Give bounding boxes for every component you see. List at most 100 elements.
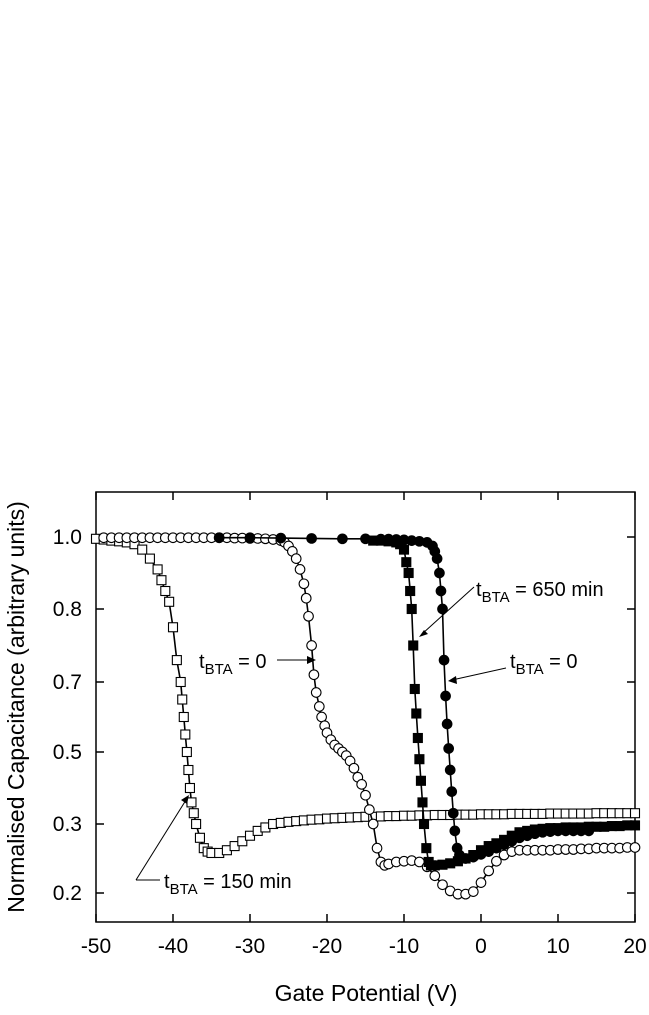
data-point [629, 820, 641, 831]
data-point [275, 532, 287, 544]
data-point [405, 585, 416, 597]
y-tick-label: 0.2 [53, 882, 82, 905]
data-point [398, 544, 410, 555]
data-point [360, 789, 371, 801]
data-point [294, 564, 306, 575]
data-point [446, 786, 458, 797]
x-axis-title: Gate Potential (V) [275, 980, 458, 1006]
arrowhead-tbta-150 [181, 795, 189, 804]
data-point [306, 640, 317, 651]
data-point [437, 879, 448, 891]
data-point [438, 654, 450, 666]
arrow-tbta-0-right [451, 667, 507, 681]
data-point [475, 877, 487, 889]
data-point [237, 836, 248, 847]
annotation-tbta-150: tBTA = 150 min [164, 871, 292, 898]
y-axis-title: Normalised Capacitance (arbitrary units) [3, 501, 29, 913]
arrowhead-tbta-0-right [448, 676, 457, 684]
data-point [348, 762, 360, 774]
y-tick-label: 0.5 [53, 741, 82, 764]
data-point [629, 808, 641, 819]
data-point [181, 746, 192, 758]
data-point [444, 764, 456, 776]
data-point [144, 553, 155, 564]
x-tick-label: -20 [312, 935, 342, 958]
data-point [156, 575, 167, 586]
data-point [356, 779, 368, 790]
data-point [491, 855, 502, 867]
data-point [310, 687, 322, 698]
y-tick-label: 0.7 [53, 671, 82, 694]
arrow-tbta-150-b [135, 799, 187, 881]
data-point [411, 708, 422, 719]
data-point [171, 655, 182, 666]
data-point [178, 711, 189, 723]
arrow-tbta-650 [421, 586, 475, 635]
annotation-layer: tBTA = 650 min tBTA = 0 tBTA = 0 tBTA = … [135, 579, 604, 898]
y-tick-label: 1.0 [53, 526, 82, 549]
data-point [183, 764, 194, 776]
data-point [443, 743, 455, 754]
x-tick-label: -50 [81, 935, 111, 958]
data-point [409, 683, 420, 695]
data-point [483, 865, 495, 877]
series-open-circle [98, 532, 641, 900]
data-point [629, 842, 641, 853]
data-point [194, 832, 205, 843]
data-point [371, 842, 383, 854]
data-point [303, 610, 314, 622]
data-point [244, 532, 256, 544]
series-layer [90, 532, 641, 900]
data-point [401, 557, 412, 568]
arrowhead-tbta-0-left [307, 656, 316, 664]
y-tick-label: 0.3 [53, 813, 82, 836]
data-point [408, 640, 419, 651]
data-point [300, 592, 312, 604]
data-point [406, 603, 417, 615]
data-point [364, 804, 375, 815]
data-point [137, 544, 148, 555]
data-point [167, 622, 179, 633]
data-point [164, 596, 175, 607]
data-point [175, 676, 186, 688]
data-point [403, 567, 414, 579]
data-point [306, 533, 317, 544]
data-point [429, 870, 441, 882]
data-point [298, 578, 310, 590]
plot-frame [95, 491, 636, 923]
data-point [447, 807, 459, 819]
data-point [290, 553, 302, 564]
data-point [415, 775, 426, 786]
data-point [418, 818, 430, 830]
x-tick-label: 10 [546, 935, 569, 958]
x-tick-label: 20 [623, 935, 646, 958]
axes: -50 -40 -30 -20 -10 0 10 20 1.0 0.8 0.7 0.5 0.3 0.2 [53, 492, 647, 958]
data-point [184, 782, 195, 794]
y-tick-label: 0.8 [53, 598, 82, 621]
data-point [437, 603, 448, 615]
data-point [367, 818, 379, 830]
data-point [308, 669, 320, 681]
data-point [435, 585, 447, 597]
data-point [414, 754, 425, 765]
data-point [417, 797, 428, 808]
data-point [431, 553, 443, 564]
data-point [421, 843, 432, 854]
data-point [191, 818, 202, 830]
data-point [583, 825, 595, 837]
series-open-square [90, 533, 641, 859]
annotation-tbta-0-right: tBTA = 0 [510, 651, 578, 678]
annotation-tbta-0-left: tBTA = 0 [199, 651, 267, 678]
plot-border [95, 491, 636, 923]
data-point [160, 585, 171, 597]
data-point [316, 711, 327, 723]
data-point [412, 732, 423, 744]
data-point [188, 808, 199, 819]
data-point [449, 825, 461, 837]
data-point [337, 533, 348, 545]
data-point [313, 701, 325, 712]
x-tick-label: -10 [389, 935, 419, 958]
data-point [467, 886, 479, 897]
data-point [152, 564, 163, 575]
